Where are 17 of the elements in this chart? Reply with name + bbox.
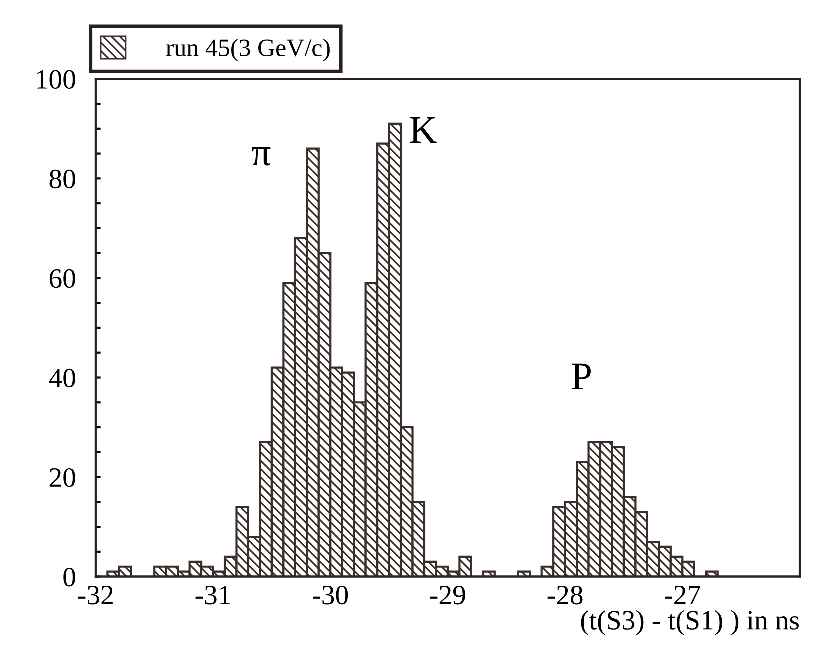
annotation: P: [572, 364, 591, 390]
y-tick-label: 80: [50, 170, 76, 189]
annotation: K: [410, 118, 437, 144]
y-tick-label: 0: [64, 568, 76, 587]
x-tick-label: -30: [313, 586, 348, 605]
legend-label: run 45(3 GeV/c): [166, 38, 330, 62]
annotation: π: [252, 148, 271, 166]
y-tick-label: 60: [50, 269, 76, 288]
y-tick-label: 20: [50, 468, 76, 488]
x-tick-label: -27: [665, 586, 700, 604]
x-tick-label: -31: [196, 586, 230, 605]
y-tick-label: 100: [37, 70, 76, 90]
x-tick-label: -29: [430, 586, 466, 605]
y-tick-label: 40: [49, 368, 76, 388]
x-tick-label: -28: [548, 586, 583, 605]
x-axis-title: (t(S3) - t(S1) ) in ns: [581, 610, 799, 636]
x-tick-label: -32: [78, 586, 113, 605]
